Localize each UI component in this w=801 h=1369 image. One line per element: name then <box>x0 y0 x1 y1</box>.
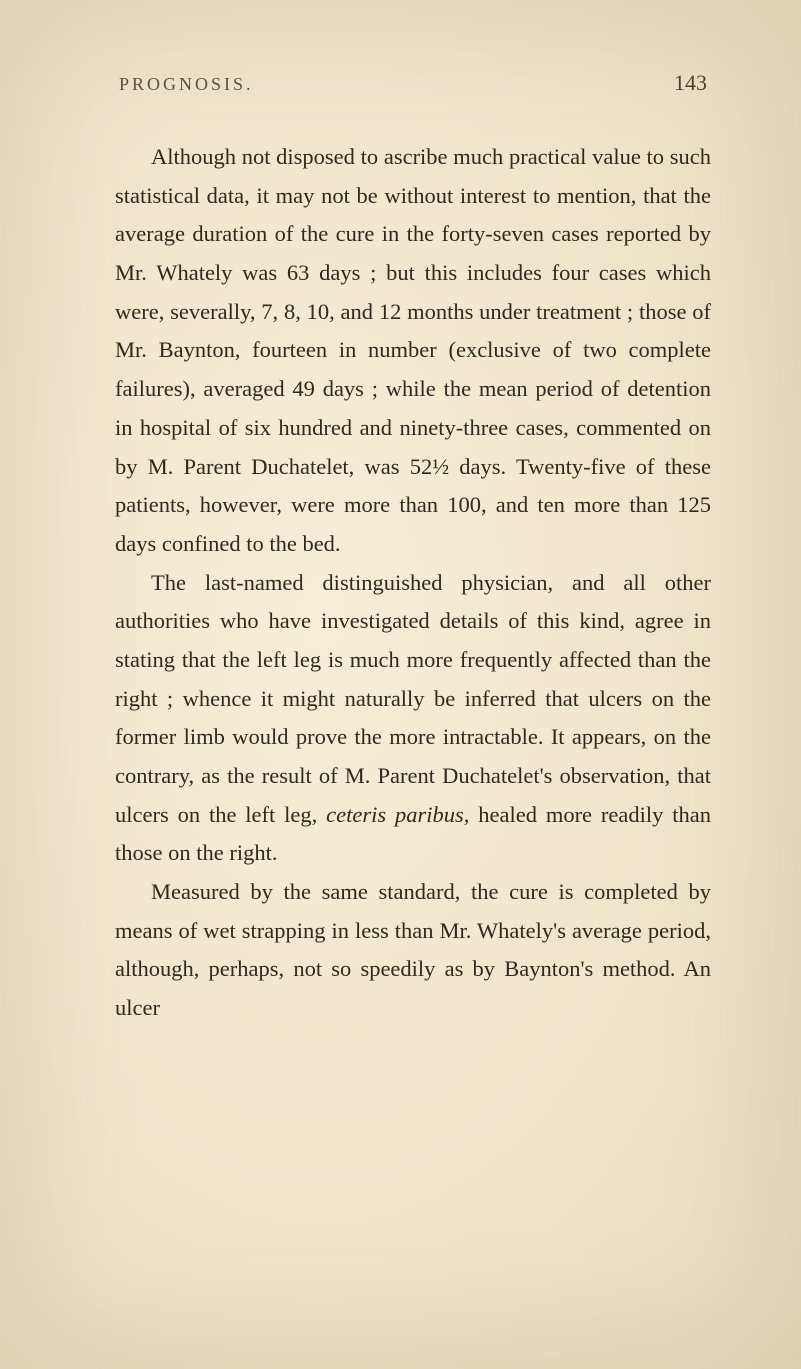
body-text: Although not disposed to ascribe much pr… <box>115 138 711 1028</box>
paragraph-1: Although not disposed to ascribe much pr… <box>115 138 711 564</box>
page-header: PROGNOSIS. 143 <box>115 70 711 96</box>
page-number: 143 <box>674 70 707 96</box>
paragraph-2-part-a: The last-named distinguished physician, … <box>115 570 711 827</box>
paragraph-3: Measured by the same standard, the cure … <box>115 873 711 1028</box>
paragraph-2-italic: ceteris paribus <box>326 802 464 827</box>
running-head: PROGNOSIS. <box>119 74 254 95</box>
book-page: PROGNOSIS. 143 Although not disposed to … <box>0 0 801 1369</box>
paragraph-2: The last-named distinguished physician, … <box>115 564 711 874</box>
